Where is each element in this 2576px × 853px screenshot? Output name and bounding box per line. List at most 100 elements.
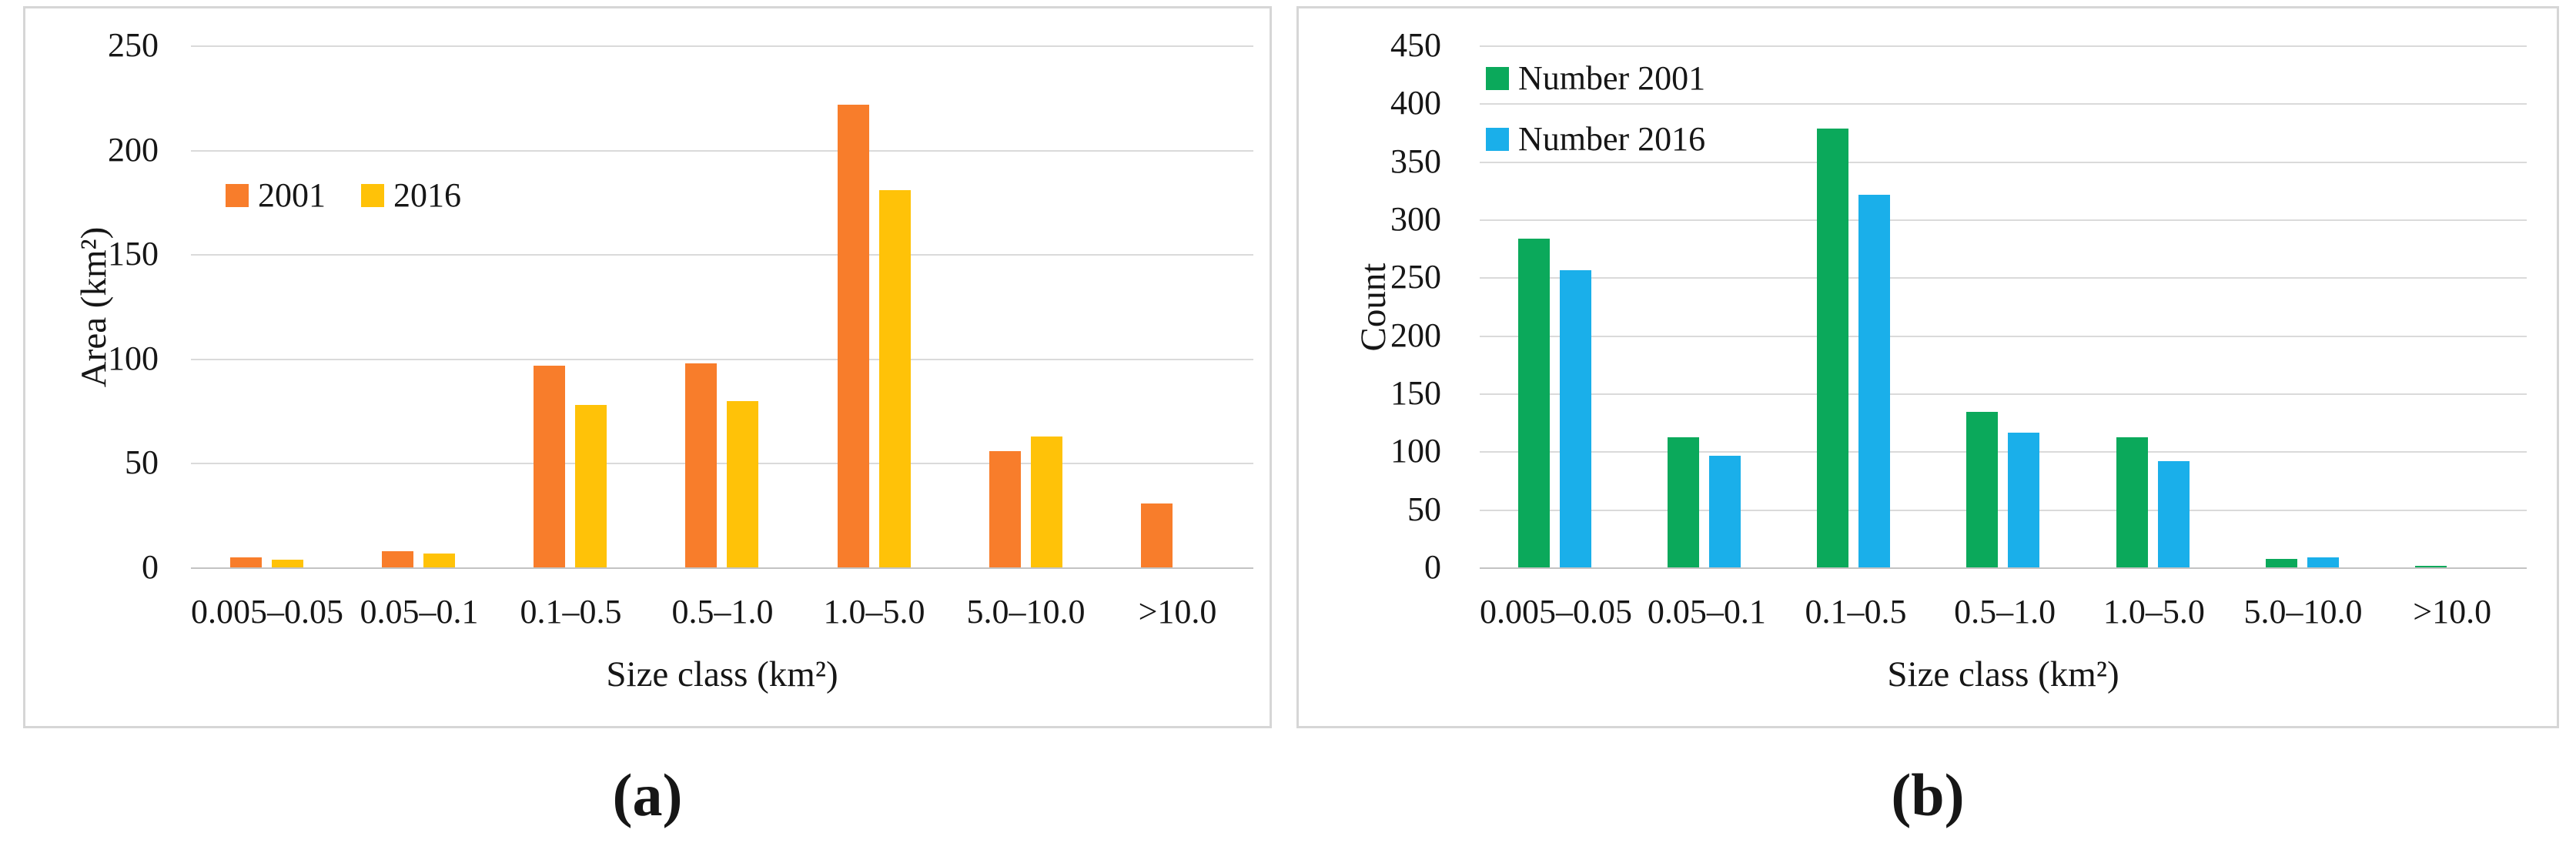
y-tick-label: 100 <box>108 339 159 377</box>
bar-2001-0.1–0.5 <box>534 365 566 568</box>
gridline <box>1480 393 2527 395</box>
legend: Number 2001 Number 2016 <box>1486 59 1705 159</box>
y-tick-label: 150 <box>1390 374 1441 413</box>
subfigure-caption-a: (a) <box>612 761 683 828</box>
gridline <box>1480 451 2527 453</box>
bar-2016-1.0–5.0 <box>878 190 911 568</box>
y-tick-label: 350 <box>1390 142 1441 180</box>
x-axis-title: Size class (km²) <box>606 654 838 694</box>
bar-number-2016-0.1–0.5 <box>1858 194 1891 568</box>
category-slot <box>1102 46 1253 568</box>
gridline <box>1480 219 2527 221</box>
legend-swatch-icon <box>361 183 384 207</box>
x-category-label: 5.0–10.0 <box>2243 593 2363 631</box>
subfigure-caption-b: (b) <box>1891 761 1965 828</box>
bar-number-2001-0.05–0.1 <box>1667 437 1699 568</box>
category-slot <box>1929 46 2078 568</box>
bar-2001->10.0 <box>1140 503 1173 568</box>
category-slot <box>950 46 1102 568</box>
plot-area: 2001 2016 <box>191 45 1253 569</box>
gridline <box>1480 335 2527 337</box>
y-tick-label: 200 <box>108 130 159 169</box>
x-axis-title: Size class (km²) <box>1887 654 2119 694</box>
x-category-label: 0.05–0.1 <box>1647 593 1766 631</box>
bar-number-2016-5.0–10.0 <box>2307 557 2340 568</box>
plot-area: Number 2001 Number 2016 <box>1480 45 2527 569</box>
x-category-label: 0.1–0.5 <box>1805 593 1907 631</box>
chart-panel-b: Count 0 50 100 150 200 250 300 350 400 450 Number… <box>1296 6 2559 728</box>
gridline <box>1480 103 2527 105</box>
bar-2016-0.5–1.0 <box>727 401 759 568</box>
category-slot <box>646 46 798 568</box>
bar-number-2016-0.005–0.05 <box>1559 269 1591 568</box>
legend-item: 2001 <box>226 176 326 215</box>
category-slot <box>343 46 494 568</box>
bar-2016-0.005–0.05 <box>272 560 304 568</box>
bar-number-2001-0.005–0.05 <box>1517 239 1550 568</box>
x-category-label: 0.005–0.05 <box>191 593 343 631</box>
bar-number-2001-0.1–0.5 <box>1817 128 1849 568</box>
legend-label: Number 2001 <box>1518 59 1706 97</box>
x-category-label: 1.0–5.0 <box>823 593 925 631</box>
y-tick-label: 200 <box>1390 316 1441 354</box>
category-slot <box>2078 46 2227 568</box>
legend-item: 2016 <box>361 176 461 215</box>
x-category-label: 0.1–0.5 <box>520 593 622 631</box>
legend-label: 2001 <box>258 176 326 214</box>
x-category-label: 0.5–1.0 <box>1954 593 2056 631</box>
gridline <box>191 45 1253 47</box>
bar-number-2001-0.5–1.0 <box>1966 411 1999 568</box>
category-slot <box>798 46 950 568</box>
bar-series-container <box>1480 46 2527 568</box>
x-category-label: 0.05–0.1 <box>360 593 479 631</box>
legend: 2001 2016 <box>226 176 461 215</box>
gridline <box>1480 277 2527 279</box>
bar-number-2016-1.0–5.0 <box>2157 461 2190 568</box>
y-tick-label: 0 <box>1424 548 1441 587</box>
y-tick-label: 50 <box>125 443 159 482</box>
bar-2016-5.0–10.0 <box>1030 437 1062 568</box>
bar-2001-0.005–0.05 <box>230 557 263 568</box>
x-category-label: 0.005–0.05 <box>1480 593 1632 631</box>
x-axis-category-labels: 0.005–0.05 0.05–0.1 0.1–0.5 0.5–1.0 1.0–5.0 5… <box>1480 592 2527 631</box>
bar-number-2016-0.05–0.1 <box>1708 455 1741 568</box>
gridline <box>1480 509 2527 511</box>
y-tick-label: 300 <box>1390 200 1441 239</box>
gridline <box>191 254 1253 256</box>
x-category-label: >10.0 <box>1138 593 1217 631</box>
category-slot <box>2377 46 2527 568</box>
legend-swatch-icon <box>1486 66 1509 90</box>
x-category-label: 0.5–1.0 <box>671 593 774 631</box>
gridline <box>191 463 1253 465</box>
gridline <box>191 149 1253 152</box>
gridline <box>191 358 1253 360</box>
x-axis-category-labels: 0.005–0.05 0.05–0.1 0.1–0.5 0.5–1.0 1.0–5.0 5… <box>191 592 1253 631</box>
x-category-label: >10.0 <box>2413 593 2492 631</box>
gridline <box>1480 161 2527 163</box>
bar-series-container <box>191 46 1253 568</box>
y-tick-label: 0 <box>142 548 159 587</box>
bar-2001-5.0–10.0 <box>989 451 1021 568</box>
bar-2016-0.05–0.1 <box>423 554 456 568</box>
legend-item: Number 2016 <box>1486 119 1705 159</box>
y-tick-label: 100 <box>1390 432 1441 470</box>
legend-swatch-icon <box>1486 127 1509 151</box>
y-tick-label: 250 <box>108 26 159 65</box>
y-tick-label: 50 <box>1407 490 1441 528</box>
y-axis-ticks: 0 50 100 150 200 250 300 350 400 450 <box>1299 28 1449 584</box>
category-slot <box>2227 46 2377 568</box>
category-slot <box>191 46 343 568</box>
x-axis-line <box>1480 567 2527 569</box>
y-tick-label: 400 <box>1390 84 1441 122</box>
x-category-label: 5.0–10.0 <box>966 593 1086 631</box>
legend-label: Number 2016 <box>1518 120 1706 158</box>
y-tick-label: 150 <box>108 235 159 273</box>
legend-label: 2016 <box>393 176 461 214</box>
bar-2001-1.0–5.0 <box>837 104 869 568</box>
bar-number-2001-5.0–10.0 <box>2266 558 2298 568</box>
legend-swatch-icon <box>226 183 249 207</box>
chart-panel-a: Area (km²) 0 50 100 150 200 250 2001 2016 0.00… <box>23 6 1272 728</box>
legend-item: Number 2001 <box>1486 59 1705 98</box>
bar-number-2001->10.0 <box>2415 566 2447 568</box>
bar-2001-0.5–1.0 <box>685 363 718 568</box>
